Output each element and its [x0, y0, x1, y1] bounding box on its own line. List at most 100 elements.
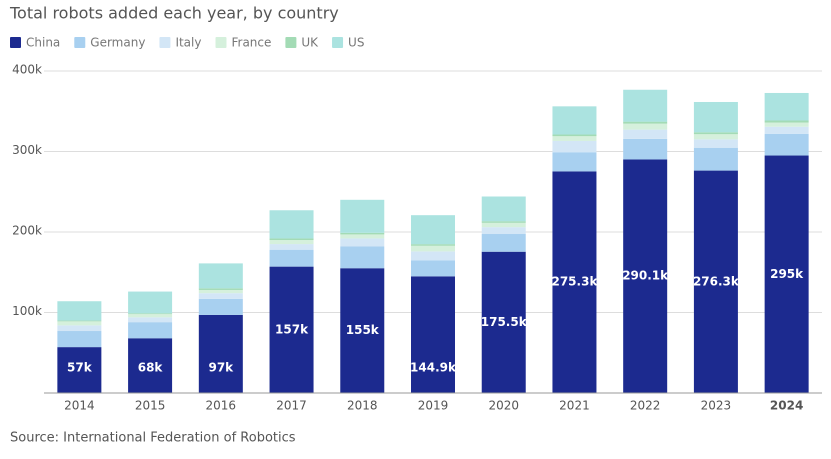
bar-segment	[481, 221, 526, 223]
bar-segment	[198, 298, 243, 315]
y-tick-label: 300k	[12, 143, 42, 157]
legend-swatch	[74, 37, 86, 48]
bar-segment	[198, 263, 243, 289]
legend-label: UK	[301, 36, 319, 50]
bar-segment	[128, 314, 173, 318]
y-tick-label: 100k	[12, 304, 42, 318]
bar-segment	[623, 123, 668, 130]
bar-segment	[198, 314, 243, 393]
bar-segment	[693, 134, 738, 140]
y-tick-label: 400k	[12, 63, 42, 77]
data-label: 97k	[208, 361, 234, 375]
y-tick-label: 200k	[12, 224, 42, 238]
bar-segment	[552, 171, 597, 393]
legend-swatch	[285, 37, 297, 48]
bar-segment	[552, 152, 597, 172]
chart-title: Total robots added each year, by country	[9, 4, 339, 23]
legend-swatch	[10, 37, 21, 48]
x-tick-label: 2014	[64, 399, 95, 413]
bar-segment	[411, 244, 455, 246]
bar-segment	[552, 134, 597, 137]
bar-segment	[340, 238, 385, 247]
bar-segment	[481, 234, 526, 252]
x-tick-label: 2018	[347, 399, 378, 413]
data-label: 295k	[770, 267, 804, 281]
bar-segment	[128, 338, 173, 393]
legend-label: France	[231, 36, 271, 50]
bar-segment	[340, 199, 385, 233]
x-tick-label: 2022	[630, 399, 661, 413]
bar-segment	[57, 331, 102, 348]
x-tick-label: 2024	[770, 399, 803, 413]
legend-label: China	[26, 36, 60, 50]
bar-segment	[623, 121, 668, 124]
source: Source: International Federation of Robo…	[10, 431, 296, 446]
bar-segment	[552, 140, 597, 153]
bar-segment	[57, 347, 102, 393]
bar-segment	[411, 276, 455, 393]
bar-segment	[340, 234, 385, 239]
bar-segment	[623, 138, 668, 160]
bar-segment	[340, 268, 385, 393]
bar-segment	[57, 325, 102, 332]
bar-segment	[57, 301, 102, 321]
bar-segment	[198, 289, 243, 294]
bar-segment	[693, 101, 738, 133]
bar-segment	[57, 320, 102, 322]
legend-label: Germany	[90, 36, 145, 50]
bar-segment	[269, 249, 314, 267]
bar-segment	[340, 232, 385, 235]
bar-segment	[693, 170, 738, 393]
data-label: 157k	[275, 322, 309, 336]
legend-swatch	[332, 37, 344, 48]
bar-segment	[623, 89, 668, 122]
bar-segment	[693, 132, 738, 135]
bar-segment	[269, 244, 314, 250]
bar-segment	[411, 260, 455, 277]
bar-segment	[764, 122, 809, 127]
bar-segment	[128, 313, 173, 315]
bar-segment	[764, 133, 809, 156]
bar-segment	[764, 92, 809, 121]
data-label: 144.9k	[410, 361, 457, 375]
bar-segment	[411, 215, 455, 245]
data-label: 290.1k	[622, 269, 669, 283]
data-label: 57k	[67, 361, 93, 375]
bar-segment	[198, 288, 243, 290]
data-label: 155k	[346, 323, 380, 337]
x-tick-label: 2021	[559, 399, 590, 413]
bar-segment	[57, 321, 102, 326]
bar-segment	[552, 106, 597, 135]
bar-segment	[128, 322, 173, 339]
bar-segment	[481, 222, 526, 228]
data-label: 68k	[138, 361, 164, 375]
data-label: 275.3k	[551, 275, 598, 289]
legend-swatch	[159, 37, 171, 48]
x-tick-label: 2016	[206, 399, 237, 413]
bar-segment	[128, 291, 173, 314]
bar-segment	[623, 129, 668, 139]
bar-segment	[269, 240, 314, 245]
bar-segment	[693, 139, 738, 148]
bar-segment	[340, 246, 385, 269]
x-tick-label: 2017	[276, 399, 307, 413]
bar-segment	[269, 210, 314, 239]
bar-segment	[481, 251, 526, 393]
x-tick-label: 2019	[418, 399, 449, 413]
bar-segment	[764, 155, 809, 393]
bar-segment	[693, 147, 738, 171]
bar-segment	[128, 317, 173, 323]
bar-segment	[764, 126, 809, 134]
bar-segment	[198, 293, 243, 299]
x-tick-label: 2020	[488, 399, 519, 413]
legend-swatch	[215, 37, 227, 48]
bar-segment	[552, 136, 597, 141]
x-tick-label: 2015	[135, 399, 166, 413]
legend-label: US	[348, 36, 364, 50]
data-label: 276.3k	[693, 274, 740, 288]
bar-segment	[269, 266, 314, 393]
legend-label: Italy	[175, 36, 201, 50]
bar-segment	[411, 245, 455, 252]
x-tick-label: 2023	[701, 399, 732, 413]
